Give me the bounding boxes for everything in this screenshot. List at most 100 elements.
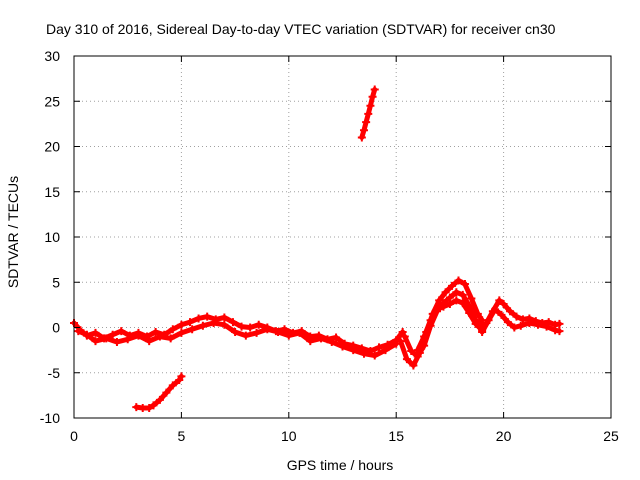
series-low-arc: [132, 372, 186, 413]
data-point: [166, 334, 175, 343]
series-main-arc-b: [74, 318, 401, 360]
data-point: [452, 296, 461, 305]
data-point: [364, 109, 373, 118]
data-point: [506, 307, 515, 316]
data-point: [420, 332, 429, 341]
data-point: [231, 328, 240, 337]
data-point: [185, 318, 194, 327]
data-point: [495, 296, 504, 305]
data-point: [82, 330, 91, 339]
data-point: [465, 309, 474, 318]
data-point: [162, 388, 171, 397]
data-point: [357, 133, 366, 142]
data-point: [458, 299, 467, 308]
data-point: [149, 401, 158, 410]
data-point: [108, 330, 117, 339]
data-point: [400, 332, 409, 341]
axis-ticks: 0 5 10 15 20 25 -10 -5 0 5 10 15 20 25 30: [40, 48, 619, 444]
series-trace: [398, 277, 485, 368]
data-point: [555, 327, 564, 336]
data-point: [241, 331, 250, 340]
data-point: [168, 325, 177, 334]
data-point: [433, 305, 442, 314]
data-point: [375, 343, 384, 352]
grid: [74, 56, 611, 418]
y-tick-label: 25: [44, 93, 60, 109]
data-point: [359, 349, 368, 358]
y-tick-label: 5: [52, 274, 60, 290]
x-tick-label: 15: [388, 428, 404, 444]
y-tick-label: 10: [44, 229, 60, 245]
data-point: [145, 337, 154, 346]
data-point: [542, 322, 551, 331]
data-point: [467, 294, 476, 303]
data-point: [503, 318, 512, 327]
data-point: [525, 318, 534, 327]
data-point: [332, 333, 341, 342]
data-point: [168, 381, 177, 390]
data-point: [409, 361, 418, 370]
data-point: [439, 302, 448, 311]
data-point: [228, 318, 237, 327]
data-point: [134, 331, 143, 340]
data-point: [491, 305, 500, 314]
data-point: [458, 290, 467, 299]
data-point: [512, 312, 521, 321]
data-point: [516, 321, 525, 330]
data-point: [284, 331, 293, 340]
data-point: [441, 288, 450, 297]
data-point: [112, 337, 121, 346]
data-point: [370, 351, 379, 360]
data-point: [362, 118, 371, 127]
data-point: [145, 404, 154, 413]
series-trace: [71, 314, 406, 354]
chart-title: Day 310 of 2016, Sidereal Day-to-day VTE…: [46, 21, 556, 37]
y-tick-label: -10: [40, 410, 60, 426]
data-point: [151, 328, 160, 337]
data-point: [499, 299, 508, 308]
x-tick-label: 20: [496, 428, 512, 444]
data-point: [306, 337, 315, 346]
data-point: [454, 276, 463, 285]
data-point: [359, 126, 368, 135]
data-point: [295, 328, 304, 337]
data-point: [478, 328, 487, 337]
data-point: [452, 288, 461, 297]
data-point: [177, 328, 186, 337]
y-tick-label: -5: [48, 365, 61, 381]
data-point: [91, 328, 100, 337]
data-point: [370, 85, 379, 94]
data-point: [188, 325, 197, 334]
data-point: [155, 332, 164, 341]
x-tick-label: 5: [178, 428, 186, 444]
y-tick-label: 0: [52, 320, 60, 336]
series-high-arc: [357, 85, 379, 142]
data-point: [203, 312, 212, 321]
data-point: [155, 395, 164, 404]
data-point: [177, 372, 186, 381]
data-point: [471, 319, 480, 328]
x-axis-label: GPS time / hours: [287, 457, 394, 473]
data-point: [448, 281, 457, 290]
data-point: [413, 346, 422, 355]
data-point: [398, 328, 407, 337]
data-point: [198, 321, 207, 330]
data-point: [220, 313, 229, 322]
data-series: [70, 85, 564, 413]
data-point: [366, 101, 375, 110]
data-point: [274, 328, 283, 337]
data-point: [237, 322, 246, 331]
data-point: [177, 320, 186, 329]
data-point: [497, 310, 506, 319]
data-point: [246, 323, 255, 332]
x-tick-label: 0: [70, 428, 78, 444]
data-point: [194, 314, 203, 323]
data-point: [426, 316, 435, 325]
data-point: [396, 337, 405, 346]
data-point: [74, 327, 83, 336]
data-point: [381, 346, 390, 355]
data-point: [402, 355, 411, 364]
data-point: [220, 320, 229, 329]
data-point: [445, 299, 454, 308]
